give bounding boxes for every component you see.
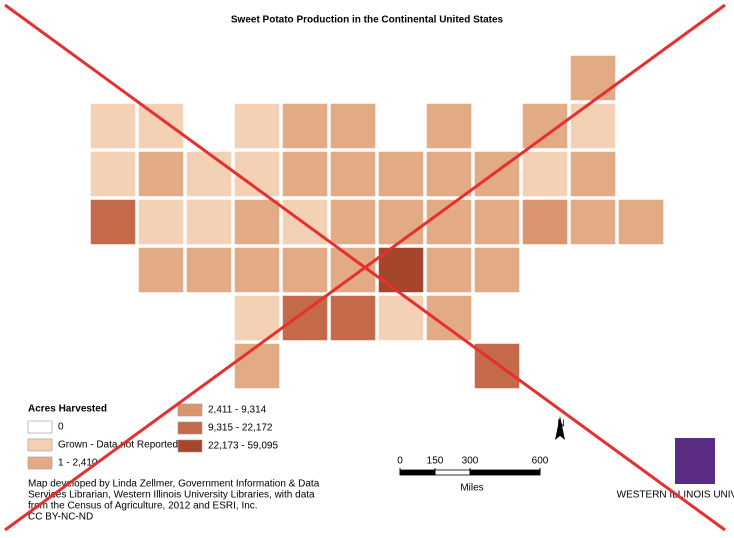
scale-segment <box>399 469 436 476</box>
state <box>521 198 569 246</box>
state <box>377 150 425 198</box>
state <box>329 102 377 150</box>
state <box>137 102 185 150</box>
state <box>377 198 425 246</box>
state <box>89 102 137 150</box>
scale-label: 300 <box>462 456 479 467</box>
credit-line: Services Librarian, Western Illinois Uni… <box>28 490 315 501</box>
state <box>89 150 137 198</box>
north-arrow: N <box>555 416 565 440</box>
legend-label: 9,315 - 22,172 <box>208 423 273 434</box>
credit-line: Map developed by Linda Zellmer, Governme… <box>28 479 320 490</box>
scale-label: 150 <box>427 456 444 467</box>
state <box>521 150 569 198</box>
scale-segment <box>434 469 471 476</box>
legend-label: Grown - Data not Reported <box>58 440 178 451</box>
state <box>569 150 617 198</box>
state <box>185 150 233 198</box>
legend-swatch <box>27 456 53 470</box>
credit-line: CC BY-NC-ND <box>28 512 93 523</box>
legend-label: 22,173 - 59,095 <box>208 441 278 452</box>
north-label: N <box>557 419 564 430</box>
logo: WESTERN ILLINOIS UNIVERSITY <box>617 438 734 501</box>
legend-title: Acres Harvested <box>28 404 107 415</box>
state <box>617 198 665 246</box>
state <box>473 342 521 390</box>
state <box>569 54 617 102</box>
legend-label: 2,411 - 9,314 <box>208 405 267 416</box>
state <box>233 246 281 294</box>
legend-swatch <box>27 438 53 452</box>
legend-swatch <box>177 403 203 417</box>
state <box>137 246 185 294</box>
state <box>569 102 617 150</box>
scale-label: 0 <box>397 456 403 467</box>
state <box>233 342 281 390</box>
state <box>473 198 521 246</box>
state <box>185 198 233 246</box>
scale-unit: Miles <box>460 483 483 494</box>
state <box>233 102 281 150</box>
state <box>233 150 281 198</box>
legend: Acres Harvested 0 Grown - Data not Report… <box>27 403 278 470</box>
scale-bar: 0 150 300 600 Miles <box>397 456 549 494</box>
title: Sweet Potato Production in the Continent… <box>231 15 504 26</box>
state <box>137 198 185 246</box>
states <box>89 54 665 390</box>
credit-line: from the Census of Agriculture, 2012 and… <box>28 501 258 512</box>
logo-mark <box>675 438 715 484</box>
state <box>377 294 425 342</box>
cross-line <box>4 3 726 532</box>
state <box>137 150 185 198</box>
state <box>569 198 617 246</box>
legend-swatch <box>177 421 203 435</box>
scale-label: 600 <box>532 456 549 467</box>
scale-segment <box>469 469 541 476</box>
state <box>329 150 377 198</box>
state <box>89 198 137 246</box>
legend-label: 0 <box>58 422 64 433</box>
state <box>473 246 521 294</box>
state <box>281 246 329 294</box>
state <box>425 102 473 150</box>
state <box>281 102 329 150</box>
legend-label: 1 - 2,410 <box>58 458 98 469</box>
legend-swatch <box>27 420 53 434</box>
state <box>329 294 377 342</box>
state <box>281 150 329 198</box>
state <box>425 150 473 198</box>
state <box>185 246 233 294</box>
state <box>233 198 281 246</box>
legend-swatch <box>177 439 203 453</box>
state <box>329 198 377 246</box>
credits: Map developed by Linda Zellmer, Governme… <box>28 479 320 523</box>
state <box>281 294 329 342</box>
arrow <box>555 416 565 440</box>
state <box>377 246 425 294</box>
state <box>425 246 473 294</box>
